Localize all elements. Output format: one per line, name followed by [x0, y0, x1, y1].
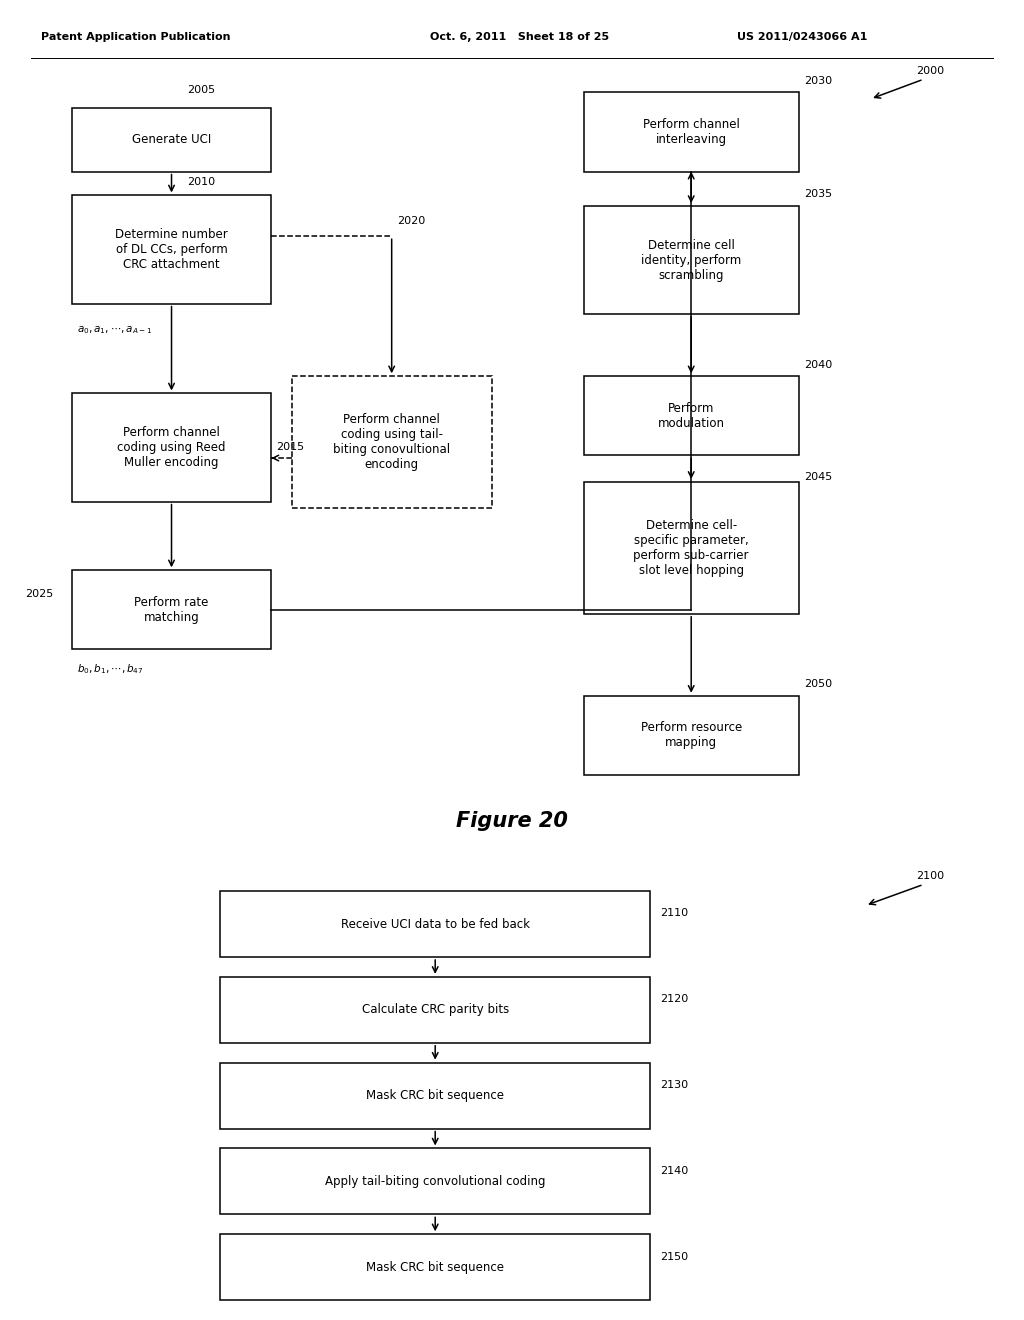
Text: 2010: 2010 [186, 177, 215, 187]
Text: $a_0, a_1, \cdots, a_{A-1}$: $a_0, a_1, \cdots, a_{A-1}$ [77, 325, 152, 335]
Bar [220, 1063, 650, 1129]
Text: Determine cell-
specific parameter,
perform sub-carrier
slot level hopping: Determine cell- specific parameter, perf… [634, 519, 749, 577]
Bar [220, 1148, 650, 1214]
Bar [584, 92, 799, 172]
Text: US 2011/0243066 A1: US 2011/0243066 A1 [737, 32, 867, 42]
Bar [220, 1234, 650, 1300]
Bar [584, 696, 799, 775]
Text: Perform resource
mapping: Perform resource mapping [641, 721, 741, 750]
Text: Generate UCI: Generate UCI [132, 133, 211, 147]
Text: 2100: 2100 [916, 871, 944, 882]
Bar [72, 570, 271, 649]
Bar [220, 891, 650, 957]
Text: Mask CRC bit sequence: Mask CRC bit sequence [367, 1089, 504, 1102]
Text: 2045: 2045 [804, 471, 833, 482]
Bar [292, 376, 492, 508]
Text: 2015: 2015 [276, 442, 304, 453]
Text: Determine number
of DL CCs, perform
CRC attachment: Determine number of DL CCs, perform CRC … [115, 228, 228, 271]
Text: Figure 20: Figure 20 [456, 810, 568, 832]
Bar [220, 977, 650, 1043]
Text: 2040: 2040 [804, 359, 833, 370]
Text: 2030: 2030 [804, 75, 831, 86]
Text: Determine cell
identity, perform
scrambling: Determine cell identity, perform scrambl… [641, 239, 741, 281]
Text: 2140: 2140 [660, 1166, 689, 1176]
Text: Mask CRC bit sequence: Mask CRC bit sequence [367, 1261, 504, 1274]
Bar [72, 393, 271, 502]
Text: Calculate CRC parity bits: Calculate CRC parity bits [361, 1003, 509, 1016]
Text: 2130: 2130 [660, 1080, 688, 1090]
Text: 2050: 2050 [804, 678, 831, 689]
Text: Perform channel
interleaving: Perform channel interleaving [643, 117, 739, 147]
Text: Patent Application Publication: Patent Application Publication [41, 32, 230, 42]
Text: $b_0, b_1, \cdots, b_{47}$: $b_0, b_1, \cdots, b_{47}$ [77, 663, 143, 676]
Bar [584, 376, 799, 455]
Text: 2150: 2150 [660, 1251, 688, 1262]
Text: Perform
modulation: Perform modulation [657, 401, 725, 430]
Text: Perform rate
matching: Perform rate matching [134, 595, 209, 624]
Text: 2005: 2005 [186, 84, 215, 95]
Text: 2020: 2020 [396, 215, 425, 226]
Text: Receive UCI data to be fed back: Receive UCI data to be fed back [341, 917, 529, 931]
Bar [72, 108, 271, 172]
Bar [584, 482, 799, 614]
Text: 2035: 2035 [804, 189, 831, 199]
Text: Perform channel
coding using tail-
biting conovultional
encoding: Perform channel coding using tail- bitin… [333, 413, 451, 471]
Bar [72, 195, 271, 304]
Text: 2025: 2025 [26, 589, 54, 599]
Text: Apply tail-biting convolutional coding: Apply tail-biting convolutional coding [325, 1175, 546, 1188]
Text: 2120: 2120 [660, 994, 689, 1005]
Text: 2000: 2000 [916, 66, 944, 77]
Text: 2110: 2110 [660, 908, 688, 919]
Bar [584, 206, 799, 314]
Text: Perform channel
coding using Reed
Muller encoding: Perform channel coding using Reed Muller… [118, 426, 225, 469]
Text: Oct. 6, 2011   Sheet 18 of 25: Oct. 6, 2011 Sheet 18 of 25 [430, 32, 609, 42]
